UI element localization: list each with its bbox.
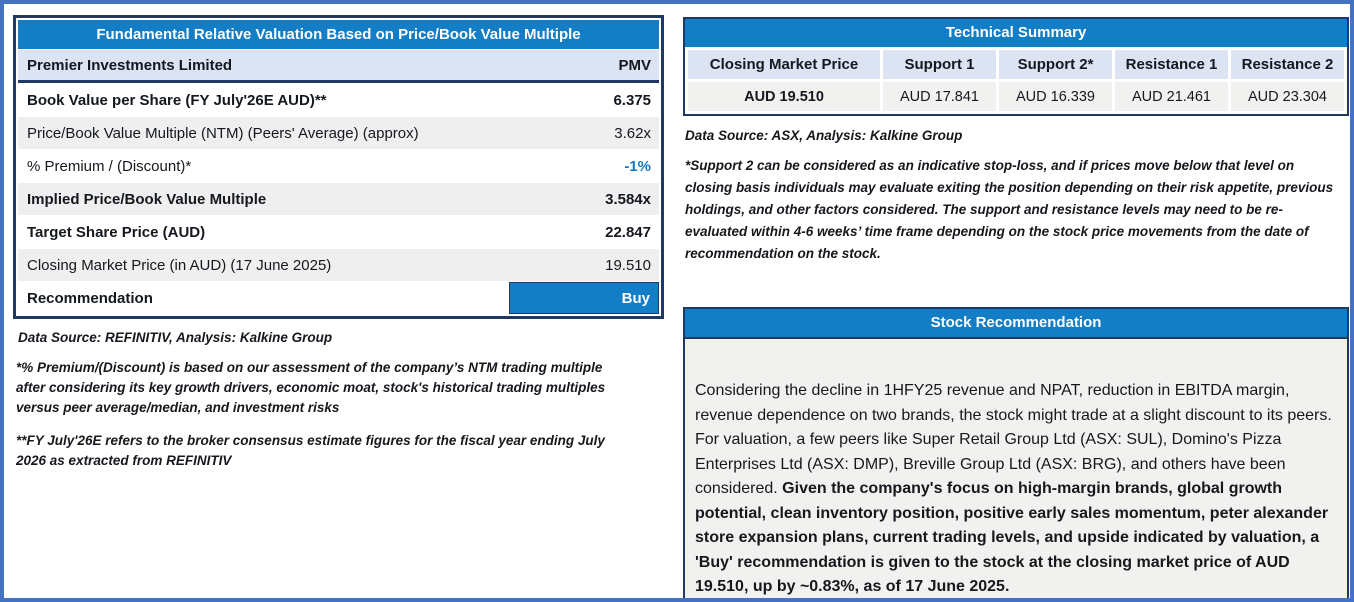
row-label: Price/Book Value Multiple (NTM) (Peers' … [27, 124, 419, 142]
row-label: Implied Price/Book Value Multiple [27, 190, 267, 208]
valuation-table: Fundamental Relative Valuation Based on … [13, 15, 664, 319]
table-row-recommendation: Recommendation Buy [18, 281, 659, 314]
recommendation-text-bold: Given the company's focus on high-margin… [695, 480, 1329, 595]
row-value: 22.847 [605, 223, 651, 241]
row-value: 6.375 [613, 91, 651, 109]
stock-recommendation-body: Considering the decline in 1HFY25 revenu… [685, 337, 1347, 598]
valuation-source-note: Data Source: REFINITIV, Analysis: Kalkin… [18, 330, 333, 345]
col-header-closing-price: Closing Market Price [688, 50, 880, 79]
value-resistance-2: AUD 23.304 [1231, 82, 1344, 111]
value-support-1: AUD 17.841 [883, 82, 996, 111]
value-support-2: AUD 16.339 [999, 82, 1112, 111]
col-header-support-2: Support 2* [999, 50, 1112, 79]
col-header-support-1: Support 1 [883, 50, 996, 79]
technical-summary-title: Technical Summary [685, 19, 1347, 47]
stock-recommendation-box: Stock Recommendation Considering the dec… [683, 307, 1349, 598]
row-label: Recommendation [27, 289, 153, 307]
table-row-implied-multiple: Implied Price/Book Value Multiple 3.584x [18, 182, 659, 215]
table-row-target-price: Target Share Price (AUD) 22.847 [18, 215, 659, 248]
value-closing-price: AUD 19.510 [688, 82, 880, 111]
table-row-book-value: Book Value per Share (FY July'26E AUD)**… [18, 83, 659, 116]
row-label: Target Share Price (AUD) [27, 223, 206, 241]
recommendation-text-regular: Considering the decline in 1HFY25 revenu… [695, 382, 1332, 497]
technical-summary-grid: Closing Market Price Support 1 Support 2… [685, 47, 1347, 114]
stock-recommendation-title: Stock Recommendation [685, 309, 1347, 337]
valuation-section: Fundamental Relative Valuation Based on … [13, 15, 664, 471]
table-row-pb-multiple: Price/Book Value Multiple (NTM) (Peers' … [18, 116, 659, 149]
footnote-premium-discount: *% Premium/(Discount) is based on our as… [16, 360, 606, 415]
value-resistance-1: AUD 21.461 [1115, 82, 1228, 111]
valuation-table-title: Fundamental Relative Valuation Based on … [18, 20, 659, 49]
footnote-support-2: *Support 2 can be considered as an indic… [685, 158, 1334, 261]
col-header-resistance-2: Resistance 2 [1231, 50, 1344, 79]
table-row-closing-price: Closing Market Price (in AUD) (17 June 2… [18, 248, 659, 281]
footnote-fy26e: **FY July'26E refers to the broker conse… [16, 433, 605, 468]
row-value: 3.584x [605, 190, 651, 208]
row-label: Book Value per Share (FY July'26E AUD)** [27, 91, 327, 109]
company-ticker: PMV [618, 56, 651, 74]
technical-section: Technical Summary Closing Market Price S… [683, 17, 1349, 598]
company-name: Premier Investments Limited [27, 56, 233, 74]
row-label: Closing Market Price (in AUD) (17 June 2… [27, 256, 332, 274]
col-header-resistance-1: Resistance 1 [1115, 50, 1228, 79]
technical-summary-table: Technical Summary Closing Market Price S… [683, 17, 1349, 116]
recommendation-badge: Buy [509, 282, 659, 314]
technical-source-note: Data Source: ASX, Analysis: Kalkine Grou… [685, 128, 963, 143]
row-label: % Premium / (Discount)* [27, 157, 192, 175]
row-value: 3.62x [614, 124, 651, 142]
table-row-company: Premier Investments Limited PMV [18, 49, 659, 83]
row-value: 19.510 [605, 256, 651, 274]
row-value: -1% [624, 157, 651, 175]
table-row-premium-discount: % Premium / (Discount)* -1% [18, 149, 659, 182]
